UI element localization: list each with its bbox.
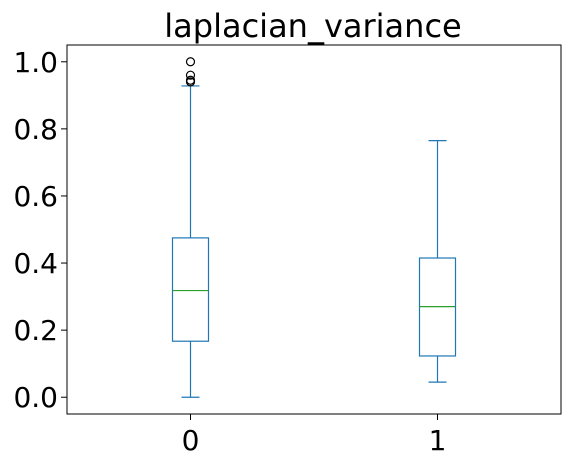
chart-title: laplacian_variance — [164, 7, 461, 45]
x-tick-label: 1 — [429, 424, 447, 457]
axes-frame — [66, 44, 562, 415]
y-tick-label: 1.0 — [13, 46, 58, 79]
y-tick-label: 0.6 — [13, 180, 58, 213]
box-outlier — [185, 75, 196, 85]
box-outlier — [185, 70, 196, 80]
y-tick-label: 0.2 — [13, 314, 58, 347]
box-iqr — [171, 237, 210, 342]
y-tick-label: 0.4 — [13, 247, 58, 280]
y-tick-label: 0.0 — [13, 381, 58, 414]
x-tick-label: 0 — [182, 424, 200, 457]
y-tick-label: 0.8 — [13, 113, 58, 146]
plot-area: 0.0 0.2 0.4 0.6 0.8 1.0 0 1 — [13, 46, 457, 457]
box-outlier — [185, 57, 196, 67]
